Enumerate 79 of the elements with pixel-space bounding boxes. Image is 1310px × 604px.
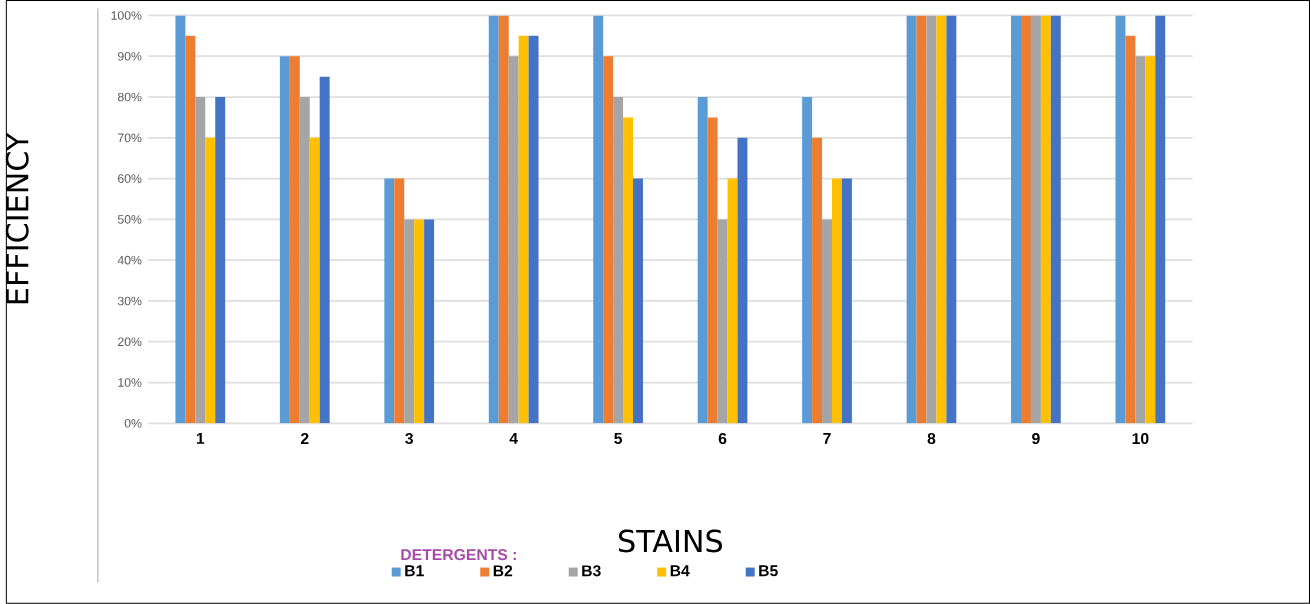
legend-label: B4 [670,565,690,577]
y-tick-label: 80% [117,92,142,102]
bar [319,76,330,424]
x-tick-label: 9 [1032,433,1040,445]
y-axis-title: EFFICIENCY [5,132,29,304]
y-tick-label: 70% [118,133,142,143]
bar [812,137,823,424]
x-tick-label: 8 [927,433,936,445]
bar [593,15,604,424]
x-axis-title: STAINS [619,529,722,553]
y-tick-label: 90% [117,51,142,61]
bar [802,97,813,424]
bar [309,137,320,424]
y-tick-label: 50% [117,215,142,224]
y-tick-label: 30% [117,296,142,306]
legend-title: DETERGENTS : [401,549,516,561]
x-tick-label: 6 [718,433,727,445]
bar [488,15,499,424]
x-tick-label: 10 [1132,433,1149,445]
legend-label: B5 [759,565,778,577]
bar [195,97,206,424]
bar [498,15,509,424]
y-tick-label: 10% [118,378,142,387]
x-tick-label: 4 [509,433,518,444]
bar [737,137,748,424]
bar [623,117,634,424]
bar [1030,15,1041,424]
bar [926,15,937,424]
bar [404,219,415,424]
bar [289,56,300,424]
x-tick-label: 1 [196,433,205,444]
bar [215,97,226,424]
bar [1155,15,1166,424]
bar [1020,15,1031,424]
bar [1011,15,1021,424]
bar [175,15,186,424]
bar [1115,15,1126,424]
bar [185,35,196,424]
bar [727,178,738,424]
bar [717,219,728,424]
bar [1145,56,1156,424]
bar [603,56,614,424]
bar [508,56,519,424]
bar [414,219,425,424]
bar [394,178,405,424]
bar [633,178,643,424]
bar [384,178,395,424]
x-tick-label: 3 [405,433,413,445]
legend-label: B3 [582,565,601,577]
bar [822,219,832,424]
bar [916,15,927,424]
x-tick-label: 2 [300,433,309,445]
bar [707,117,718,424]
bar [1125,35,1136,424]
legend-label: B2 [493,565,513,577]
bar [299,97,310,424]
y-tick-label: 100% [111,11,142,20]
x-tick-label: 5 [614,433,623,445]
bar [518,35,529,424]
x-tick-label: 7 [823,433,831,444]
bar [831,178,842,424]
bar [697,97,708,424]
bar [906,15,917,424]
bar [946,15,957,424]
y-tick-label: 0% [124,419,142,428]
bar [205,137,216,424]
bar [1135,56,1146,424]
bar [279,56,290,424]
bar [841,178,852,424]
bar [1050,15,1061,424]
bar [1040,15,1051,424]
bar [936,15,947,424]
y-tick-label: 40% [117,255,142,265]
legend-label: B1 [405,565,424,577]
bar [613,97,624,424]
y-tick-label: 60% [118,174,142,183]
bar [528,35,539,424]
bar [424,219,435,424]
y-tick-label: 20% [118,337,142,347]
